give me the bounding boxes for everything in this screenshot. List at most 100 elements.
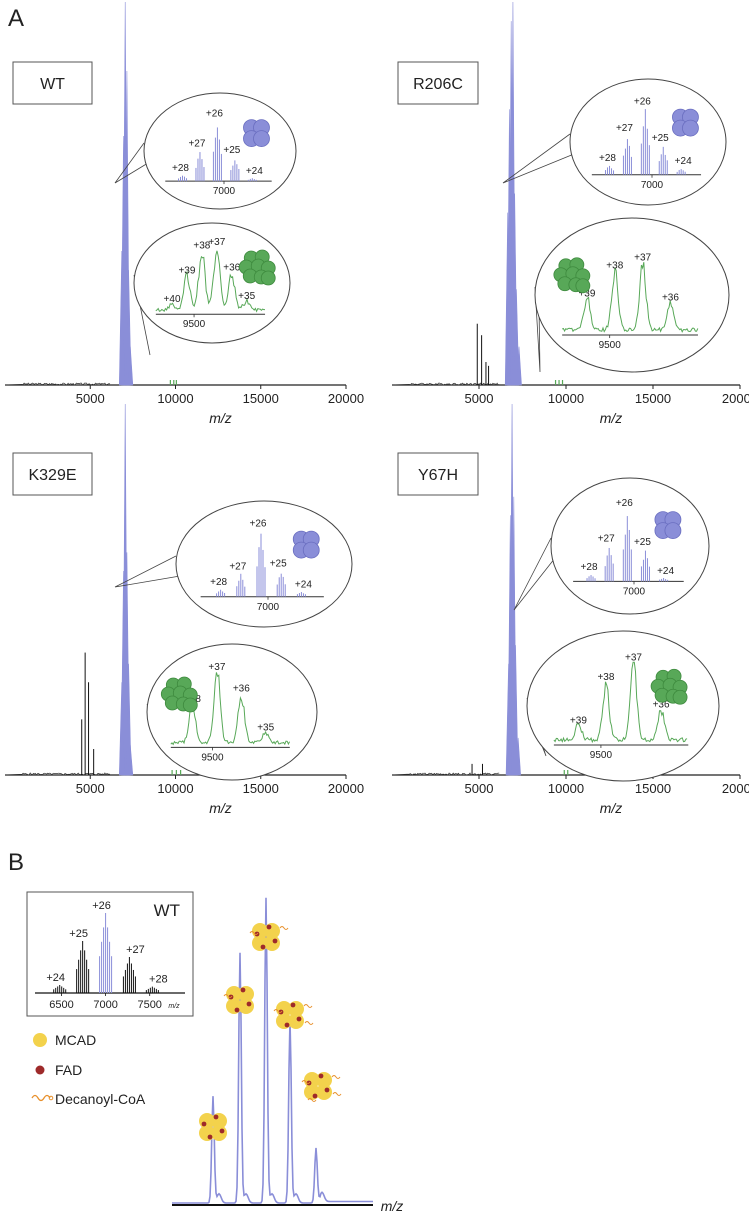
x-axis-title: m/z bbox=[600, 410, 623, 426]
variant-label: WT bbox=[40, 76, 65, 93]
fad-icon bbox=[324, 1087, 330, 1093]
charge-state-label: +37 bbox=[625, 652, 642, 663]
baseline-trace bbox=[391, 382, 500, 386]
inset-ellipse bbox=[526, 630, 720, 782]
decanoyl-coa-icon bbox=[301, 1080, 311, 1084]
x-tick-label: 20000 bbox=[722, 781, 749, 796]
x-tick-label: 5000 bbox=[76, 781, 105, 796]
octamer-inset: 9500 +39 +38 +37 +36 bbox=[534, 217, 730, 373]
decanoyl-coa-icon bbox=[332, 1092, 342, 1096]
panel-label-a: A bbox=[8, 5, 24, 32]
tetramer-peak bbox=[118, 250, 125, 386]
charge-state-label: +28 bbox=[581, 562, 598, 573]
tetramer-inset: 7000+28+27+26+25+24 bbox=[114, 92, 297, 210]
x-axis-title: m/z bbox=[209, 410, 232, 426]
tetramer-peak bbox=[127, 346, 134, 386]
inset-tick-label: 7000 bbox=[257, 602, 280, 613]
fad-icon bbox=[296, 1016, 302, 1022]
main-spectrum: m/z bbox=[172, 897, 403, 1214]
variant-label-box bbox=[12, 452, 93, 496]
fad-icon bbox=[219, 1128, 225, 1134]
inset-tick-label: 7000 bbox=[93, 999, 117, 1011]
charge-state-label: +27 bbox=[598, 534, 615, 545]
charge-state-label: +39 bbox=[570, 715, 587, 726]
x-tick-label: 5000 bbox=[76, 391, 105, 406]
charge-state-label: +24 bbox=[246, 166, 263, 177]
fad-icon bbox=[284, 1022, 290, 1028]
charge-state-label: +40 bbox=[164, 294, 181, 305]
inset-tick-label: 7000 bbox=[213, 186, 236, 197]
inset-ellipse bbox=[534, 217, 730, 373]
baseline-trace bbox=[4, 382, 111, 386]
charge-state-label: +37 bbox=[208, 662, 225, 673]
decanoyl-coa-icon bbox=[279, 926, 289, 930]
legend-label-mcad: MCAD bbox=[55, 1032, 96, 1048]
x-tick-label: 10000 bbox=[548, 391, 584, 406]
charge-state-label: +36 bbox=[653, 700, 670, 711]
charge-state-label: +27 bbox=[126, 944, 145, 956]
x-tick-label: 15000 bbox=[243, 391, 279, 406]
octamer-icon bbox=[650, 668, 688, 705]
charge-state-label: +38 bbox=[606, 260, 623, 271]
charge-state-label: +39 bbox=[178, 266, 195, 277]
subunit-icon bbox=[664, 522, 682, 539]
charge-state-label: +26 bbox=[206, 108, 223, 119]
charge-state-label: +28 bbox=[149, 974, 168, 986]
x-axis-title: m/z bbox=[209, 800, 232, 816]
charge-state-label: +26 bbox=[616, 498, 633, 509]
spectrum-panel: 5000 10000 15000 20000 m/z K329E 7000 +28+27 +26… bbox=[4, 403, 364, 816]
charge-state-label: +36 bbox=[223, 262, 240, 273]
charge-state-label: +35 bbox=[257, 723, 274, 734]
octamer-inset: 9500 +40 +39 +38+37 +36 +35 bbox=[133, 222, 291, 356]
inset-tick-label: 9500 bbox=[599, 340, 622, 351]
decanoyl-coa-icon bbox=[307, 1098, 317, 1102]
inset-tick-label: 9500 bbox=[183, 319, 206, 330]
decanoyl-coa-icon bbox=[273, 1009, 283, 1013]
inset-tick-label: 7000 bbox=[623, 586, 646, 597]
callout-line bbox=[534, 286, 541, 373]
inset-trace bbox=[155, 250, 265, 313]
x-tick-label: 10000 bbox=[548, 781, 584, 796]
variant-label: Y67H bbox=[418, 467, 458, 484]
mcad-subunit-icon bbox=[264, 935, 280, 951]
decanoyl-coa-icon bbox=[249, 931, 259, 935]
charge-state-label: +27 bbox=[616, 123, 633, 134]
legend: MCAD FAD Decanoyl-CoA bbox=[31, 1032, 146, 1107]
wt-inset-spectrum: WT 6500 7000 7500 m/z +24 +25 +26 +27 +28 bbox=[26, 891, 194, 1017]
charge-state-label: +26 bbox=[634, 97, 651, 108]
tetramer-peak bbox=[504, 212, 511, 386]
charge-state-label: +26 bbox=[92, 900, 111, 912]
variant-label: K329E bbox=[28, 467, 76, 484]
decanoyl-coa-icon bbox=[31, 1094, 51, 1102]
mcad-icon bbox=[33, 1033, 47, 1047]
spectrum-trace bbox=[172, 897, 373, 1204]
inset-frame bbox=[26, 891, 194, 1017]
x-tick-label: 20000 bbox=[328, 391, 364, 406]
inset-trace bbox=[553, 661, 688, 744]
subunit-icon bbox=[182, 697, 198, 713]
charge-state-label: +38 bbox=[597, 672, 614, 683]
charge-state-label: +25 bbox=[634, 537, 651, 548]
fad-icon bbox=[312, 1093, 318, 1099]
fad-icon bbox=[35, 1065, 45, 1075]
charge-state-label: +25 bbox=[69, 928, 88, 940]
charge-state-label: +39 bbox=[578, 289, 595, 300]
tetramer-peak bbox=[515, 737, 521, 776]
decanoyl-head-icon bbox=[48, 1095, 54, 1101]
x-tick-label: 15000 bbox=[243, 781, 279, 796]
inset-title: WT bbox=[154, 901, 180, 920]
callout-line bbox=[114, 142, 149, 184]
panel-b: WT 6500 7000 7500 m/z +24 +25 +26 +27 +28 MCAD FAD D… bbox=[26, 891, 403, 1214]
tetramer-inset: 7000+28+27+26+25+24 bbox=[114, 500, 353, 628]
inset-tick-label: 9500 bbox=[201, 752, 224, 763]
charge-state-label: +37 bbox=[634, 252, 651, 263]
mcad-complex-icon bbox=[301, 1072, 342, 1102]
baseline-trace bbox=[391, 772, 500, 776]
octamer-inset: 9500 +39 +38 +37 +36 bbox=[526, 630, 720, 782]
subunit-icon bbox=[575, 278, 591, 294]
charge-state-label: +24 bbox=[295, 579, 312, 590]
charge-state-label: +24 bbox=[657, 566, 674, 577]
callout-line bbox=[513, 537, 556, 611]
subunit-icon bbox=[253, 130, 270, 148]
